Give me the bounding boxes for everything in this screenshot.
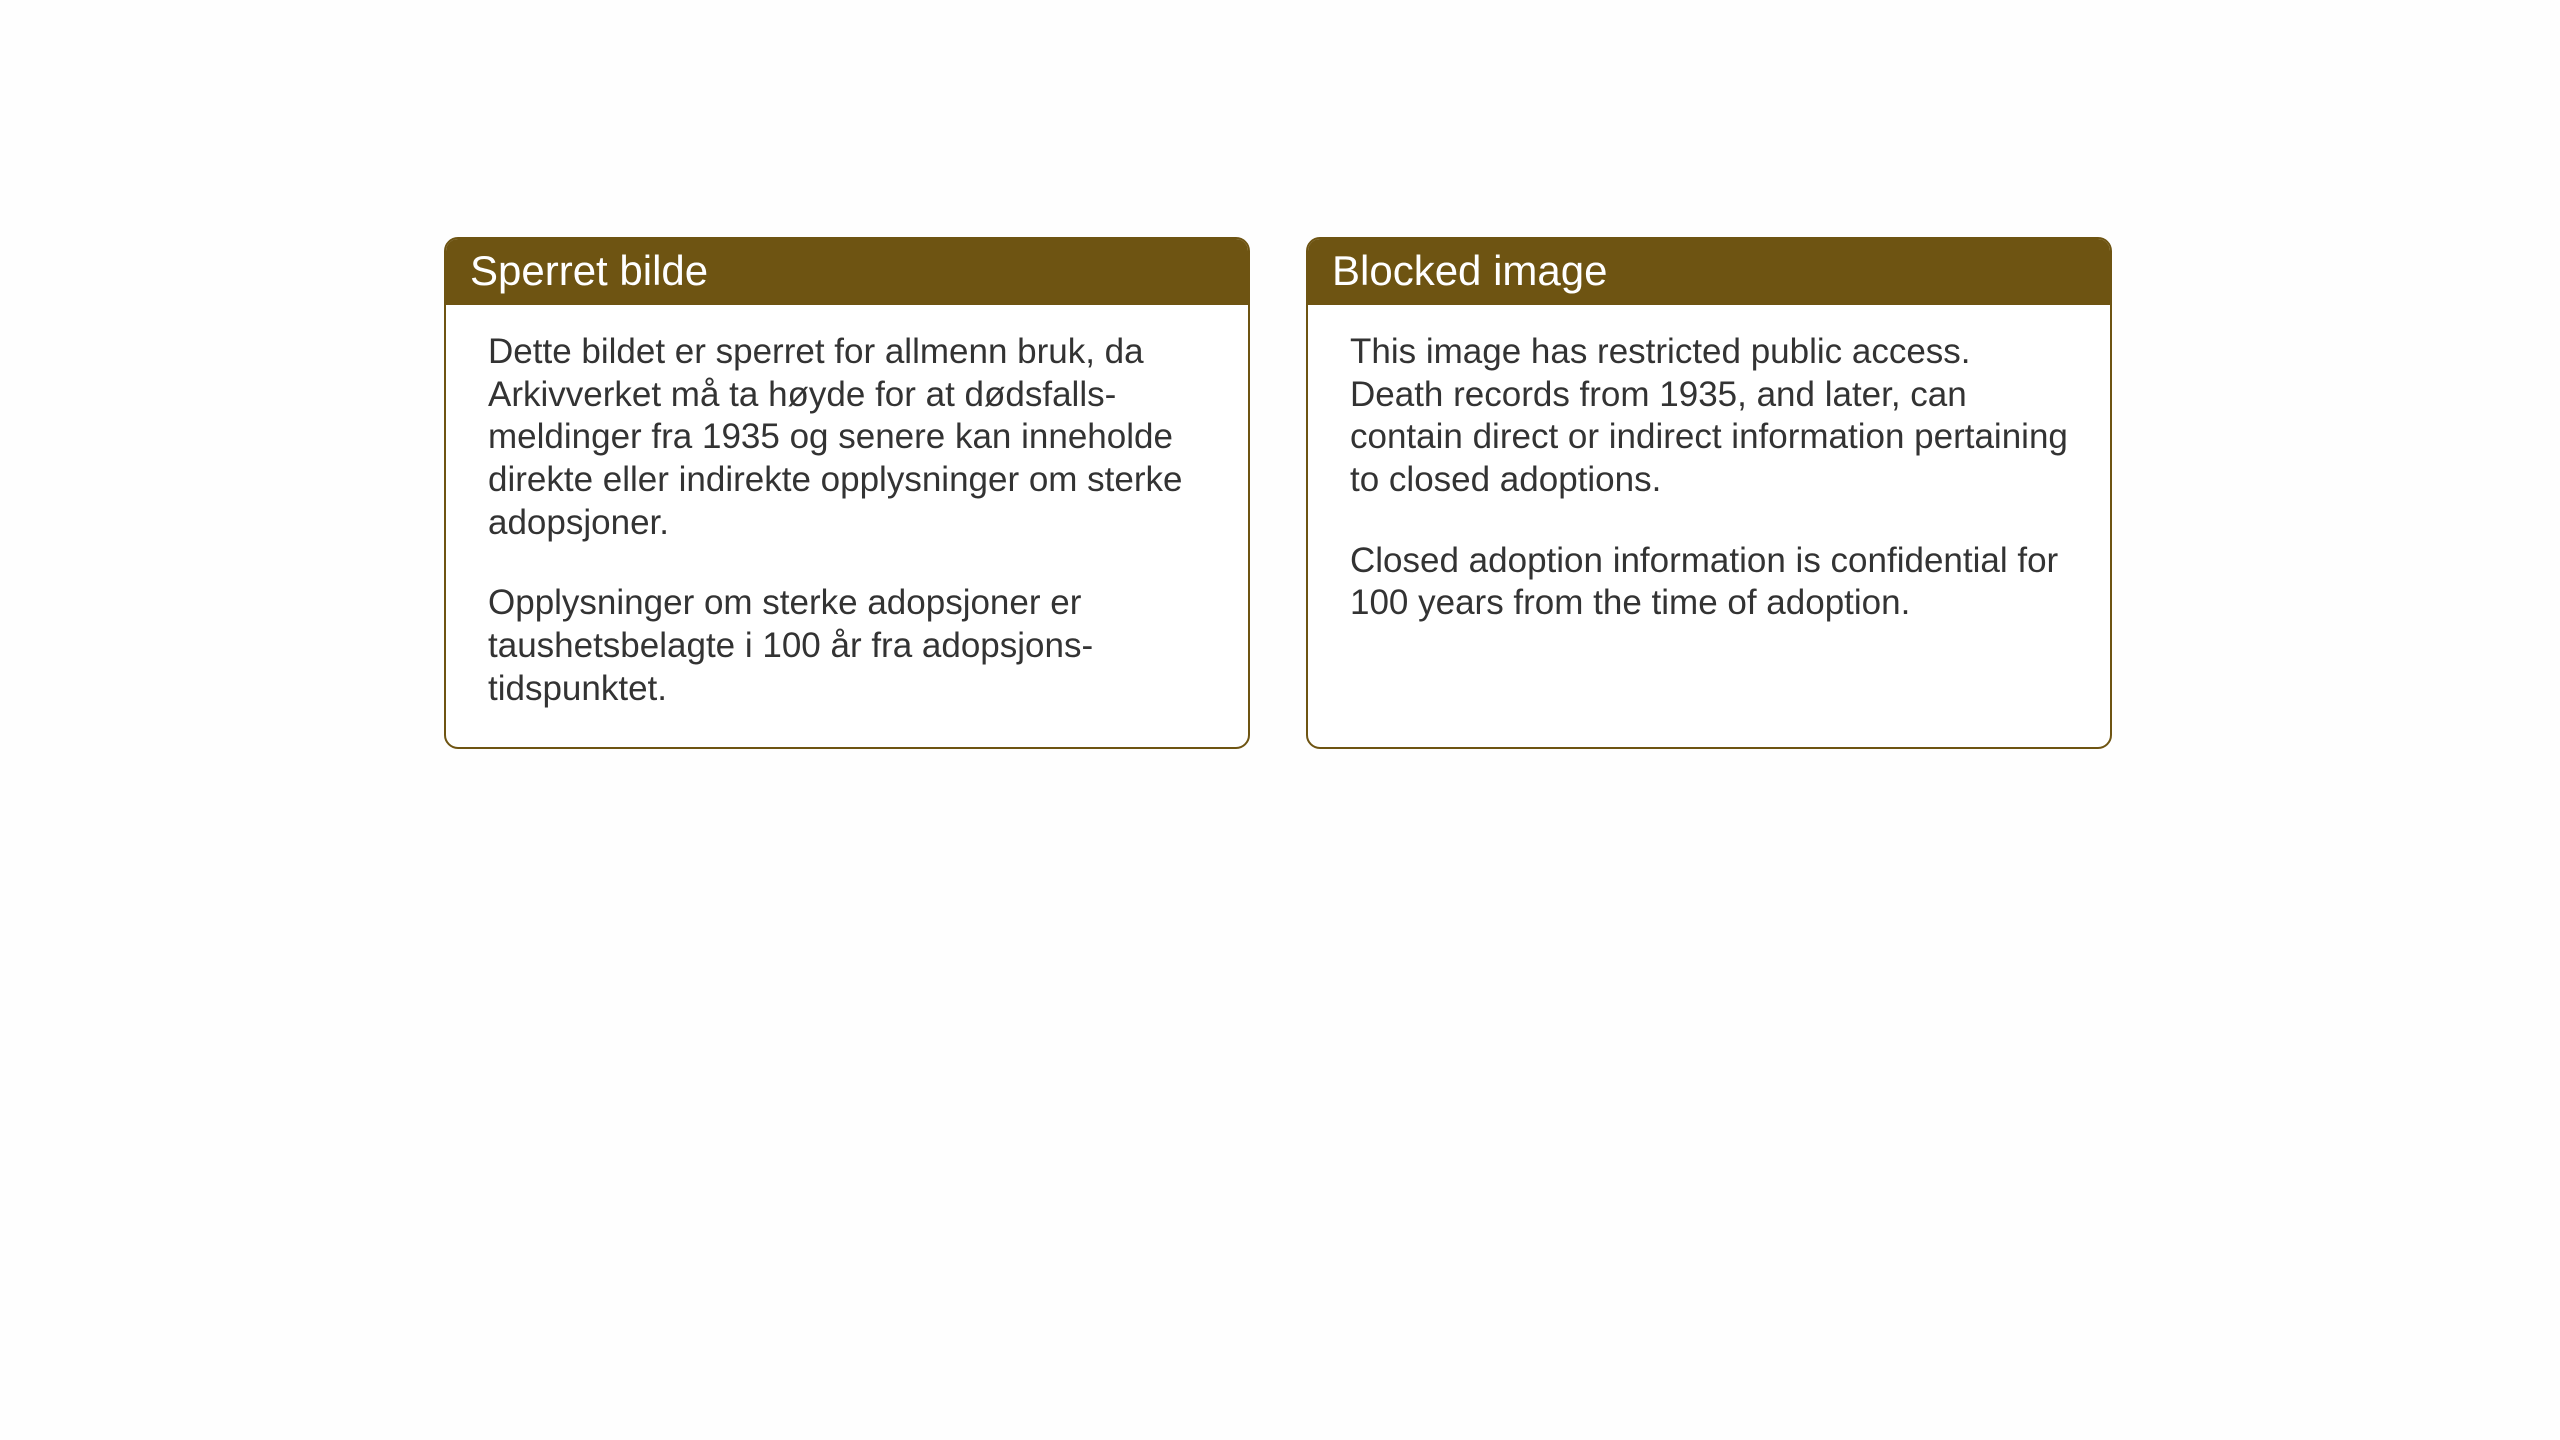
english-para2: Closed adoption information is confident… — [1350, 540, 2068, 625]
english-card-body: This image has restricted public access.… — [1308, 305, 2110, 745]
norwegian-card-title: Sperret bilde — [446, 239, 1248, 305]
english-card: Blocked image This image has restricted … — [1306, 237, 2112, 749]
english-para1: This image has restricted public access.… — [1350, 331, 2068, 502]
norwegian-para2: Opplysninger om sterke adopsjoner er tau… — [488, 582, 1206, 710]
norwegian-card: Sperret bilde Dette bildet er sperret fo… — [444, 237, 1250, 749]
norwegian-para1: Dette bildet er sperret for allmenn bruk… — [488, 331, 1206, 544]
cards-container: Sperret bilde Dette bildet er sperret fo… — [444, 237, 2112, 749]
norwegian-card-body: Dette bildet er sperret for allmenn bruk… — [446, 305, 1248, 747]
english-card-title: Blocked image — [1308, 239, 2110, 305]
